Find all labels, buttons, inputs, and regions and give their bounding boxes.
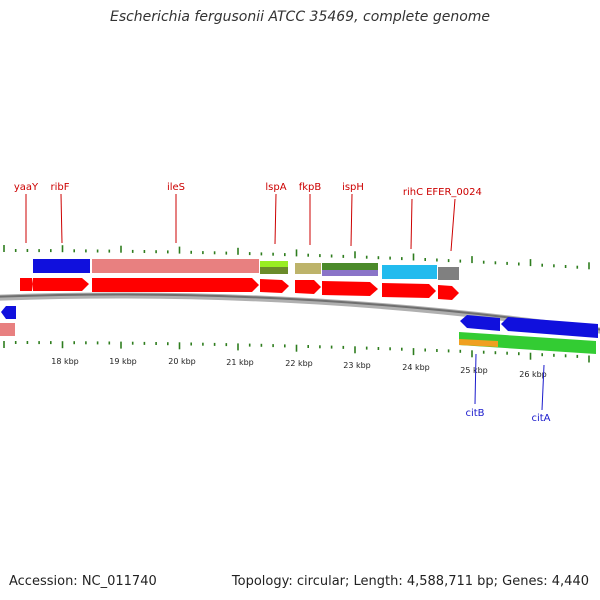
- gene-label-rihC: rihC: [403, 187, 423, 198]
- cds-arrow: [260, 279, 289, 293]
- gene-label-citB: citB: [465, 408, 484, 419]
- reverse-cds-lane: [0, 306, 598, 354]
- feature-block-khaki: [295, 263, 321, 274]
- cds-arrow: [33, 278, 89, 291]
- cds-arrow: [322, 281, 378, 296]
- feature-block-lime: [260, 261, 288, 267]
- cds-arrow: [20, 278, 33, 291]
- gene-label-yaaY: yaaY: [14, 182, 39, 193]
- scale-label-19: 19 kbp: [109, 357, 137, 366]
- gene-label-ileS: ileS: [167, 182, 185, 193]
- feature-block-orange-reverse: [459, 339, 498, 347]
- gene-leader: [474, 353, 477, 405]
- scale-label-24: 24 kbp: [402, 363, 430, 372]
- gene-leader: [450, 198, 456, 252]
- cds-arrow: [438, 285, 459, 300]
- feature-block-olive: [260, 267, 288, 274]
- reverse-gene-labels: citB citA: [465, 353, 551, 424]
- cds-arrow: [382, 283, 436, 298]
- scale-label-18: 18 kbp: [51, 357, 79, 366]
- scale-label-20: 20 kbp: [168, 357, 196, 366]
- cds-arrow-reverse: [501, 317, 598, 338]
- cds-arrow-reverse: [1, 306, 16, 319]
- gene-leader: [60, 193, 63, 244]
- forward-feature-lane: [33, 259, 459, 280]
- scale-label-23: 23 kbp: [343, 361, 371, 370]
- outer-tick-row: [3, 245, 590, 270]
- feature-block-grey: [438, 267, 459, 280]
- cds-arrow: [295, 280, 321, 294]
- genome-title: Escherichia fergusonii ATCC 35469, compl…: [109, 9, 491, 25]
- feature-block-cyan: [382, 265, 437, 279]
- feature-block-pink: [92, 259, 259, 273]
- gene-leader: [274, 193, 277, 245]
- scale-label-26: 26 kbp: [519, 370, 547, 379]
- feature-block-pink-reverse: [0, 323, 15, 336]
- gene-label-ribF: ribF: [51, 182, 70, 193]
- gene-label-lspA: lspA: [265, 182, 286, 193]
- feature-block-purple: [322, 270, 378, 276]
- feature-block-green-reverse: [459, 332, 596, 354]
- forward-gene-labels: yaaY ribF ileS lspA fkpB ispH rihC EFER_…: [14, 182, 482, 252]
- gene-leader: [410, 198, 413, 250]
- scale-label-25: 25 kbp: [460, 366, 488, 375]
- scale-label-22: 22 kbp: [285, 359, 313, 368]
- gene-label-ispH: ispH: [342, 182, 364, 193]
- gene-label-fkpB: fkpB: [299, 182, 322, 193]
- cds-arrow-reverse: [460, 315, 500, 331]
- gene-leader: [541, 364, 545, 411]
- gene-label-citA: citA: [531, 413, 550, 424]
- feature-block-green: [322, 263, 378, 270]
- gene-label-EFER_0024: EFER_0024: [426, 187, 482, 198]
- accession-text: Accession: NC_011740: [9, 574, 157, 589]
- genome-summary-text: Topology: circular; Length: 4,588,711 bp…: [231, 574, 589, 589]
- gene-leader: [350, 193, 353, 247]
- feature-block-blue: [33, 259, 90, 273]
- inner-tick-row: [3, 341, 590, 363]
- cds-arrow: [92, 278, 259, 292]
- scale-label-21: 21 kbp: [226, 358, 254, 367]
- forward-cds-lane: [20, 278, 459, 300]
- scale-label-row: 18 kbp 19 kbp 20 kbp 21 kbp 22 kbp 23 kb…: [51, 357, 547, 379]
